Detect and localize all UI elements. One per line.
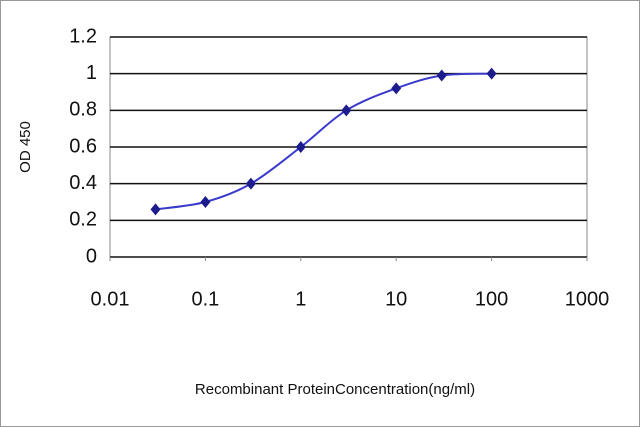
x-tick-label: 100 <box>475 288 508 310</box>
data-point <box>486 67 497 80</box>
x-tick-label: 1 <box>295 288 306 310</box>
y-tick-label: 0 <box>86 245 97 267</box>
data-point <box>341 104 352 117</box>
y-tick-label: 1 <box>86 62 97 84</box>
x-tick-label: 10 <box>385 288 407 310</box>
x-tick-label: 0.1 <box>191 288 219 310</box>
x-tick-label: 1000 <box>565 288 610 310</box>
data-point <box>150 203 161 216</box>
data-point <box>436 69 447 82</box>
data-point <box>200 196 211 208</box>
x-tick-label: 0.01 <box>91 288 130 310</box>
data-point <box>245 177 256 190</box>
y-tick-label: 0.6 <box>69 135 97 157</box>
x-axis-label: Recombinant ProteinConcentration(ng/ml) <box>195 381 475 398</box>
y-axis-label: OD 450 <box>17 121 34 173</box>
y-tick-label: 0.8 <box>69 99 97 121</box>
data-point <box>295 141 306 153</box>
y-tick-label: 0.4 <box>69 172 97 194</box>
y-tick-label: 0.2 <box>69 209 97 231</box>
y-tick-label: 1.2 <box>69 25 97 47</box>
data-point <box>391 82 402 95</box>
